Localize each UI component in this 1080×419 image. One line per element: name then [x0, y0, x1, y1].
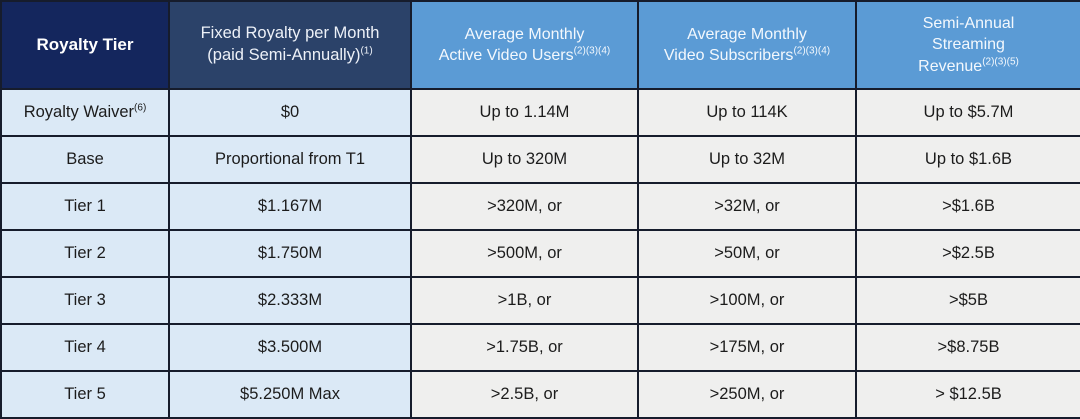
cell-subscribers: >32M, or: [637, 182, 857, 231]
header-row: Royalty Tier Fixed Royalty per Month (pa…: [0, 0, 1080, 90]
cell-fixed-royalty: $2.333M: [168, 276, 412, 325]
cell-revenue: >$2.5B: [855, 229, 1080, 278]
cell-revenue: >$1.6B: [855, 182, 1080, 231]
header-label: Royalty Tier: [36, 34, 134, 54]
cell-active-users: Up to 320M: [410, 135, 639, 184]
header-line: Average Monthly: [687, 25, 807, 43]
header-line: (paid Semi-Annually)(1): [207, 45, 373, 64]
table-row: Tier 4 $3.500M >1.75B, or >175M, or >$8.…: [0, 323, 1080, 372]
table-header: Royalty Tier Fixed Royalty per Month (pa…: [0, 0, 1080, 90]
cell-tier: Tier 5: [0, 370, 170, 419]
cell-active-users: >2.5B, or: [410, 370, 639, 419]
header-line: Fixed Royalty per Month: [200, 24, 380, 43]
header-line: Revenue(2)(3)(5): [918, 56, 1019, 75]
footnote-marker: (2)(3)(4): [573, 45, 611, 57]
cell-subscribers: >250M, or: [637, 370, 857, 419]
cell-active-users: >500M, or: [410, 229, 639, 278]
header-line: Video Subscribers(2)(3)(4): [663, 45, 831, 64]
cell-subscribers: >50M, or: [637, 229, 857, 278]
cell-subscribers: >175M, or: [637, 323, 857, 372]
cell-tier: Tier 3: [0, 276, 170, 325]
header-line: Active Video Users(2)(3)(4): [438, 45, 611, 64]
cell-active-users: >1.75B, or: [410, 323, 639, 372]
table-row: Royalty Waiver(6) $0 Up to 1.14M Up to 1…: [0, 88, 1080, 137]
table-row: Tier 2 $1.750M >500M, or >50M, or >$2.5B: [0, 229, 1080, 278]
cell-subscribers: Up to 114K: [637, 88, 857, 137]
cell-fixed-royalty: $3.500M: [168, 323, 412, 372]
header-line: Semi-Annual: [922, 15, 1015, 33]
cell-tier: Tier 4: [0, 323, 170, 372]
cell-revenue: >$5B: [855, 276, 1080, 325]
header-fixed-royalty: Fixed Royalty per Month (paid Semi-Annua…: [168, 0, 412, 90]
header-active-video-users: Average Monthly Active Video Users(2)(3)…: [410, 0, 639, 90]
table-row: Base Proportional from T1 Up to 320M Up …: [0, 135, 1080, 184]
table-row: Tier 3 $2.333M >1B, or >100M, or >$5B: [0, 276, 1080, 325]
cell-tier: Base: [0, 135, 170, 184]
cell-subscribers: >100M, or: [637, 276, 857, 325]
cell-revenue: >$8.75B: [855, 323, 1080, 372]
cell-tier: Tier 2: [0, 229, 170, 278]
cell-active-users: >320M, or: [410, 182, 639, 231]
cell-fixed-royalty: $5.250M Max: [168, 370, 412, 419]
cell-fixed-royalty: $1.167M: [168, 182, 412, 231]
cell-active-users: >1B, or: [410, 276, 639, 325]
cell-revenue: Up to $5.7M: [855, 88, 1080, 137]
header-streaming-revenue: Semi-Annual Streaming Revenue(2)(3)(5): [855, 0, 1080, 90]
cell-revenue: > $12.5B: [855, 370, 1080, 419]
cell-tier: Royalty Waiver(6): [0, 88, 170, 137]
header-video-subscribers: Average Monthly Video Subscribers(2)(3)(…: [637, 0, 857, 90]
header-line: Streaming: [932, 36, 1005, 54]
cell-fixed-royalty: $0: [168, 88, 412, 137]
cell-subscribers: Up to 32M: [637, 135, 857, 184]
cell-fixed-royalty: $1.750M: [168, 229, 412, 278]
footnote-marker: (1): [360, 45, 373, 57]
header-royalty-tier: Royalty Tier: [0, 0, 170, 90]
cell-revenue: Up to $1.6B: [855, 135, 1080, 184]
footnote-marker: (2)(3)(5): [982, 56, 1019, 68]
header-line: Average Monthly: [464, 25, 585, 43]
footnote-marker: (2)(3)(4): [793, 45, 831, 57]
footnote-marker: (6): [134, 102, 147, 114]
cell-tier: Tier 1: [0, 182, 170, 231]
table-body: Royalty Waiver(6) $0 Up to 1.14M Up to 1…: [0, 88, 1080, 419]
table-row: Tier 5 $5.250M Max >2.5B, or >250M, or >…: [0, 370, 1080, 419]
cell-active-users: Up to 1.14M: [410, 88, 639, 137]
table-row: Tier 1 $1.167M >320M, or >32M, or >$1.6B: [0, 182, 1080, 231]
cell-fixed-royalty: Proportional from T1: [168, 135, 412, 184]
